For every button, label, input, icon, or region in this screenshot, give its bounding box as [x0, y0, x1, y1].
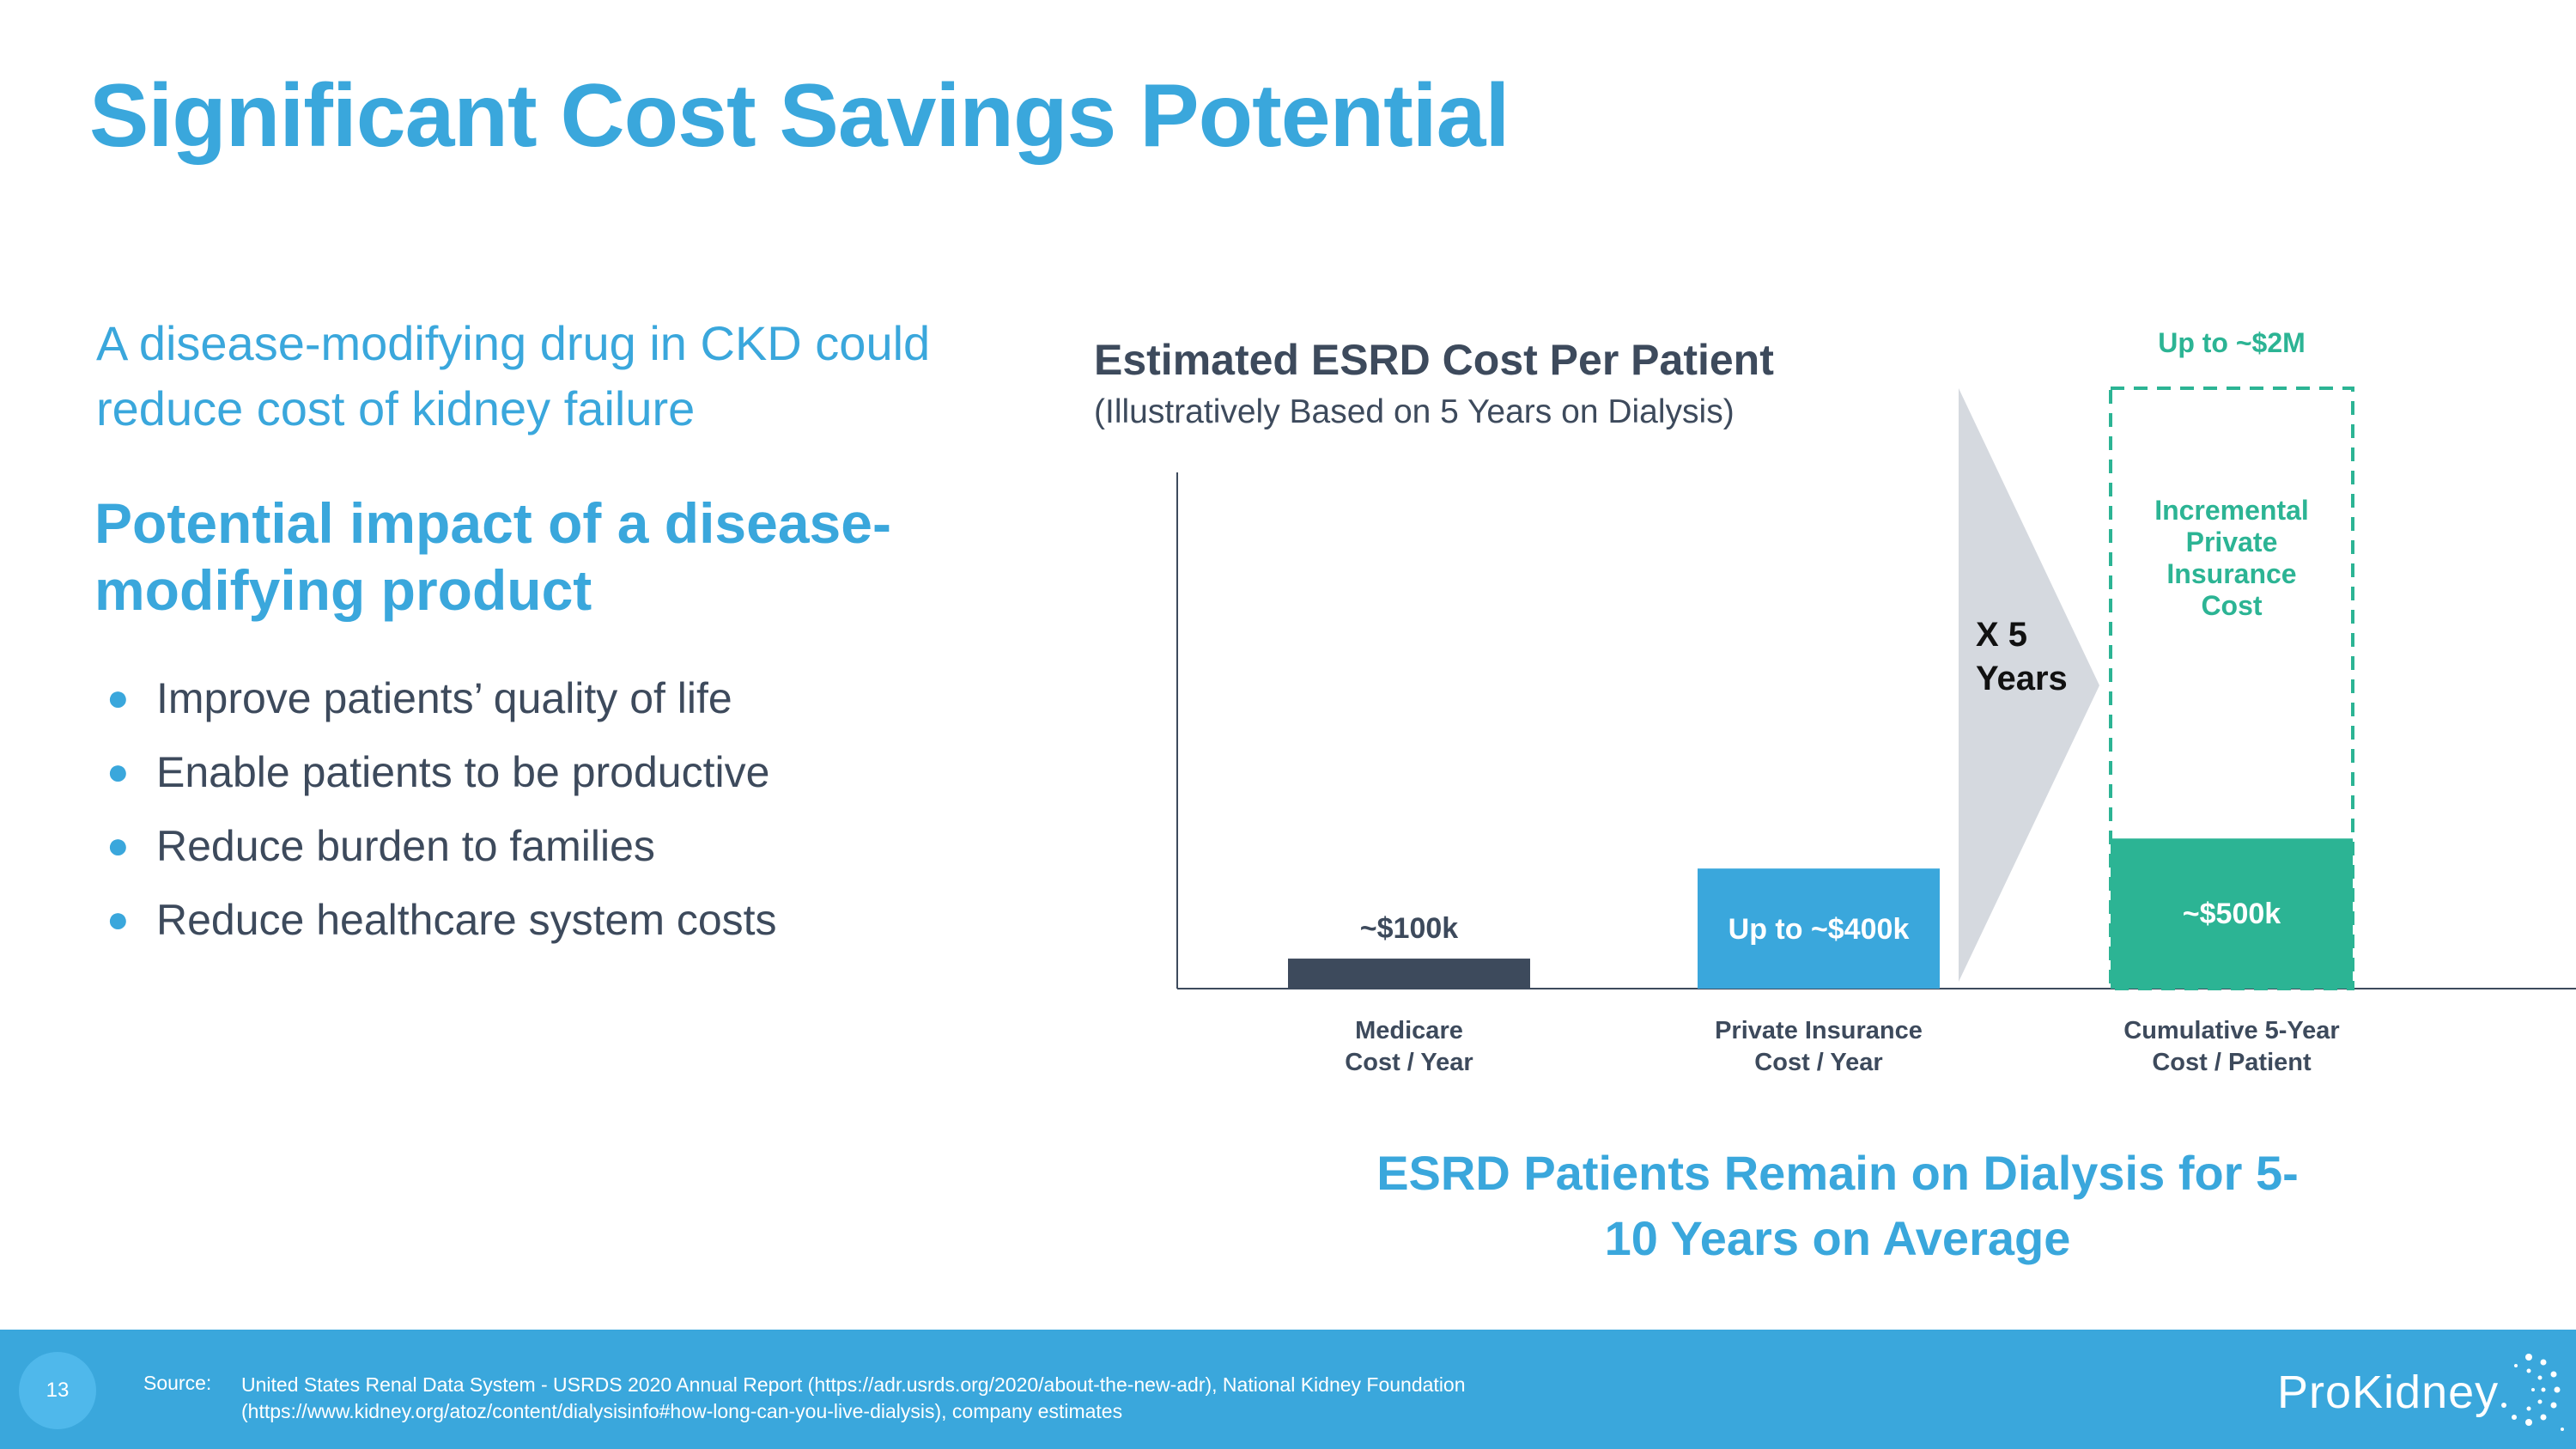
chart-title: Estimated ESRD Cost Per Patient: [1094, 336, 1774, 384]
bullet-item: ● Reduce burden to families: [103, 809, 777, 883]
bar: [1698, 868, 1940, 989]
multiplier-label: X 5: [1976, 616, 2027, 654]
bullet-text: Reduce burden to families: [156, 822, 655, 870]
category-label: Private Insurance: [1715, 1017, 1923, 1044]
impact-bullet-list: ● Improve patients’ quality of life ● Enab…: [103, 661, 777, 957]
bullet-item: ● Reduce healthcare system costs: [103, 883, 777, 957]
bullet-text: Reduce healthcare system costs: [156, 896, 777, 944]
source-label: Source:: [143, 1372, 212, 1394]
page-title: Significant Cost Savings Potential: [89, 66, 1510, 166]
bar: [1288, 959, 1530, 989]
category-label: Cumulative 5-Year: [2123, 1017, 2339, 1044]
category-label: Cost / Year: [1345, 1049, 1473, 1076]
multiplier-label: Years: [1976, 660, 2068, 697]
chart-subtitle: (Illustratively Based on 5 Years on Dial…: [1094, 393, 1735, 430]
multiplier-arrow: [1959, 388, 2099, 982]
incremental-caption: Private: [2186, 527, 2278, 557]
category-label: Cost / Year: [1754, 1049, 1882, 1076]
incremental-total-label: Up to ~$2M: [2158, 327, 2306, 358]
bullet-icon: ●: [106, 825, 130, 867]
category-label: Cost / Patient: [2152, 1049, 2312, 1076]
prokidney-logo: ProKidney: [2277, 1367, 2500, 1418]
source-text: United States Renal Data System - USRDS …: [241, 1373, 1466, 1422]
logo-dots-icon: [2501, 1354, 2564, 1431]
bullet-text: Improve patients’ quality of life: [156, 674, 732, 722]
incremental-caption: Incremental: [2154, 495, 2309, 526]
impact-heading: Potential impact of a disease-modifying …: [94, 491, 891, 622]
incremental-caption: Insurance: [2166, 558, 2296, 589]
cost-chart: X 5 Years Up to ~$2M IncrementalPrivateInsu…: [1176, 327, 2576, 1076]
data-label: Up to ~$400k: [1728, 913, 1910, 946]
bullet-icon: ●: [106, 898, 130, 941]
bullet-text: Enable patients to be productive: [156, 748, 770, 796]
bullet-icon: ●: [106, 751, 130, 793]
incremental-caption: Cost: [2201, 590, 2262, 621]
bullet-item: ● Enable patients to be productive: [103, 735, 777, 809]
dialysis-duration-callout: ESRD Patients Remain on Dialysis for 5-1…: [1376, 1146, 2299, 1265]
bullet-icon: ●: [106, 677, 130, 719]
footer-bar: [0, 1330, 2576, 1449]
data-label: ~$500k: [2183, 898, 2281, 930]
bullet-item: ● Improve patients’ quality of life: [103, 661, 777, 735]
bar: [2111, 838, 2353, 989]
data-label: ~$100k: [1360, 912, 1458, 945]
page-number: 13: [19, 1352, 96, 1429]
lead-statement: A disease-modifying drug in CKD could re…: [96, 316, 931, 435]
category-label: Medicare: [1355, 1017, 1463, 1044]
